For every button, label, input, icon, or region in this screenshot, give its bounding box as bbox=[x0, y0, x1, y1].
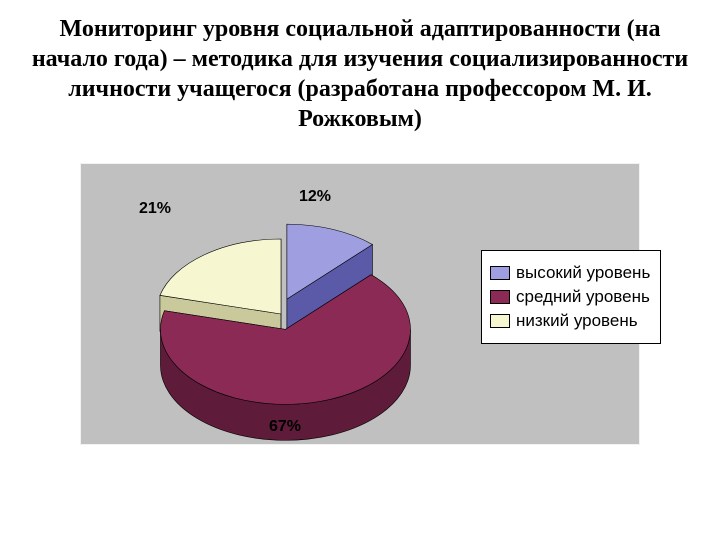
legend: высокий уровень средний уровень низкий у… bbox=[481, 250, 661, 344]
slide: Мониторинг уровня социальной адаптирован… bbox=[0, 0, 720, 540]
data-label-2: 21% bbox=[139, 200, 171, 218]
pie-slices bbox=[160, 224, 411, 440]
chart-frame: 12% 67% 21% высокий уровень средний уров… bbox=[81, 164, 639, 444]
legend-label-0: высокий уровень bbox=[516, 263, 650, 283]
legend-item-1: средний уровень bbox=[490, 287, 650, 307]
legend-item-2: низкий уровень bbox=[490, 311, 650, 331]
data-label-0: 12% bbox=[299, 188, 331, 206]
legend-swatch-0 bbox=[490, 266, 510, 280]
legend-swatch-2 bbox=[490, 314, 510, 328]
legend-label-1: средний уровень bbox=[516, 287, 650, 307]
data-label-1: 67% bbox=[269, 418, 301, 436]
slide-title: Мониторинг уровня социальной адаптирован… bbox=[30, 14, 690, 134]
pie-chart bbox=[121, 194, 461, 454]
legend-label-2: низкий уровень bbox=[516, 311, 638, 331]
legend-item-0: высокий уровень bbox=[490, 263, 650, 283]
legend-swatch-1 bbox=[490, 290, 510, 304]
